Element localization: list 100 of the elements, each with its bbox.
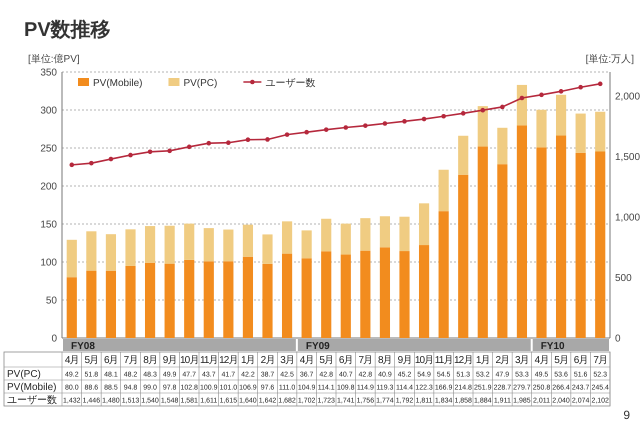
xtick: 11月: [434, 355, 452, 366]
point: [402, 119, 407, 124]
xtick: 3月: [515, 355, 529, 366]
bar: [262, 234, 273, 264]
legend-label: PV(PC): [183, 78, 218, 89]
xtick: 12月: [454, 355, 472, 366]
ylabel: [単位:億PV]: [28, 54, 80, 65]
bar: [164, 226, 175, 264]
point: [128, 152, 133, 158]
xtick: 10月: [180, 355, 198, 366]
point: [108, 156, 114, 162]
xtick: 5月: [319, 355, 334, 366]
bar: [223, 230, 234, 262]
bar: [86, 270, 96, 338]
bar: [184, 224, 194, 260]
xtick: 4月: [534, 355, 548, 366]
point: [304, 130, 309, 135]
point: [480, 108, 486, 113]
point: [186, 144, 192, 150]
bar: [321, 251, 332, 338]
bar: [576, 152, 586, 338]
y2tick: 0: [615, 334, 621, 344]
xtick: 5月: [84, 355, 98, 366]
point: [598, 82, 603, 86]
bar: [223, 261, 234, 338]
point: [343, 125, 348, 130]
bar: [282, 221, 292, 254]
ytick: 100: [40, 258, 57, 268]
point: [578, 84, 583, 90]
ytick: 300: [40, 106, 57, 116]
legend-label: PV(Mobile): [93, 78, 142, 89]
bar: [106, 234, 116, 271]
point: [500, 104, 505, 110]
xtick: 6月: [104, 355, 118, 366]
bar: [497, 164, 508, 338]
xtick: 12月: [219, 355, 238, 366]
bar: [418, 203, 430, 246]
bar: [595, 112, 606, 152]
bar: [399, 216, 410, 252]
xtick: 4月: [64, 355, 79, 366]
bar: [360, 218, 370, 251]
bar: [438, 211, 449, 338]
bar: [302, 258, 312, 338]
xtick: 1月: [241, 355, 255, 366]
bar: [242, 224, 254, 257]
point: [69, 162, 74, 168]
group-label: FY09: [306, 341, 330, 352]
xtick: 1月: [476, 355, 490, 366]
xtick: 10月: [414, 355, 434, 366]
bar: [418, 245, 430, 338]
point: [539, 92, 544, 98]
row-label: ユーザー数: [7, 395, 57, 406]
y2tick: 500: [615, 273, 632, 284]
bar: [438, 170, 449, 212]
point: [422, 116, 426, 122]
bar: [516, 125, 528, 338]
ytick: 150: [40, 220, 57, 230]
ytick: 250: [40, 144, 57, 154]
xtick: 7月: [358, 355, 372, 366]
title: PV数推移: [24, 19, 111, 41]
xtick: 7月: [124, 355, 138, 366]
bar: [380, 216, 390, 248]
bar: [66, 277, 77, 338]
bar: [595, 151, 606, 338]
bar: [458, 136, 468, 175]
bar: [144, 262, 156, 338]
bar: [458, 174, 468, 338]
point: [441, 114, 446, 119]
bar: [164, 264, 175, 338]
bar: [399, 251, 410, 338]
ytick: 50: [46, 296, 57, 306]
xtick: 11月: [200, 355, 218, 366]
bar: [556, 136, 566, 338]
bar: [125, 266, 136, 338]
row-label: PV(Mobile): [7, 382, 56, 393]
point: [460, 111, 466, 116]
point: [246, 137, 250, 142]
bar: [204, 261, 214, 338]
bar: [340, 224, 351, 255]
bar: [282, 254, 292, 338]
xtick: 7月: [593, 355, 608, 366]
legend-item: PV(PC): [168, 78, 218, 89]
xtick: 9月: [162, 355, 177, 366]
ytick: 0: [51, 334, 57, 344]
group-label: FY08: [71, 341, 95, 352]
bar: [204, 228, 214, 262]
bar: [321, 218, 332, 252]
point: [284, 132, 290, 137]
ytick: 350: [40, 68, 57, 78]
bar: [106, 270, 116, 338]
row-label: PV(PC): [7, 369, 41, 380]
bar: [478, 146, 488, 338]
point: [520, 96, 524, 100]
note: 9: [623, 408, 630, 422]
bar: [536, 147, 547, 338]
xtick: 6月: [574, 355, 588, 366]
point: [382, 121, 388, 126]
point: [148, 150, 152, 154]
point: [89, 160, 94, 166]
y2tick: 1,000: [615, 212, 640, 224]
